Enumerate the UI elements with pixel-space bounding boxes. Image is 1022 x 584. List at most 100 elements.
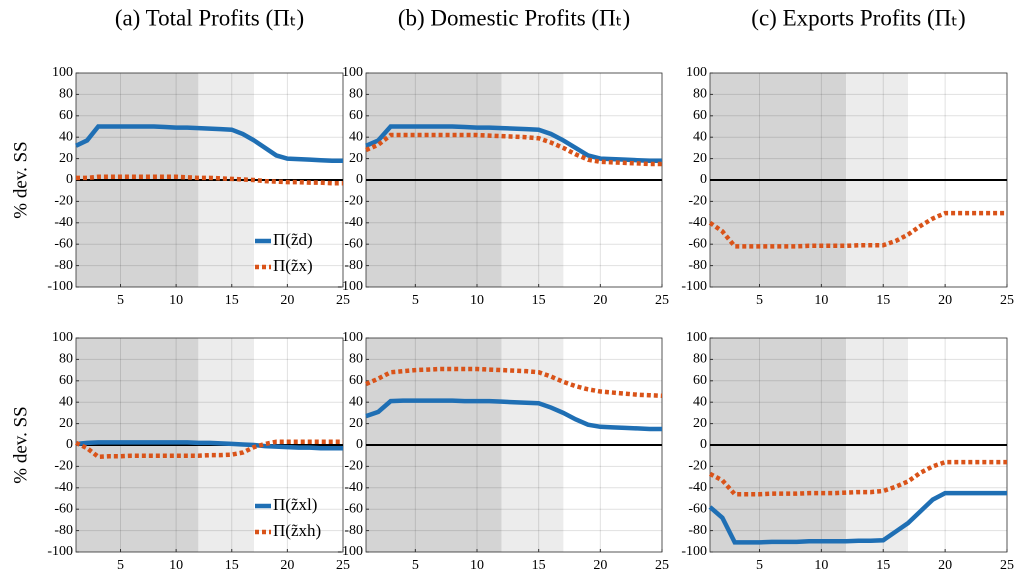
y-tick-label: -20 [688, 459, 707, 474]
y-tick-label: -60 [344, 501, 363, 516]
y-tick-label: -100 [337, 544, 363, 559]
y-tick-label: 40 [59, 394, 73, 409]
line [75, 440, 343, 451]
y-tick-label: -40 [54, 215, 73, 230]
y-tick-label: 40 [59, 129, 73, 144]
x-tick-label: 20 [593, 293, 607, 308]
legend-label: Π(z̃xl) [273, 495, 317, 514]
y-tick-label: 0 [700, 437, 707, 452]
y-tick-label: -60 [54, 236, 73, 251]
y-tick-label: -20 [344, 459, 363, 474]
x-tick-label: 20 [938, 293, 952, 308]
x-tick-label: 10 [169, 558, 183, 573]
y-tick-label: 40 [693, 394, 707, 409]
line [708, 459, 1007, 497]
y-tick-label: -40 [344, 480, 363, 495]
y-axis-label: % dev. SS [10, 406, 31, 483]
y-tick-label: 100 [52, 330, 73, 345]
y-tick-label: 60 [59, 373, 73, 388]
x-tick-label: 10 [470, 558, 484, 573]
y-tick-label: -100 [681, 279, 707, 294]
chart-title: (b) Domestic Profits (Πₜ) [398, 5, 630, 30]
x-tick-label: 5 [756, 293, 763, 308]
y-tick-label: 80 [59, 87, 73, 102]
y-tick-label: 20 [59, 416, 73, 431]
x-tick-label: 25 [655, 293, 669, 308]
y-tick-label: 80 [59, 352, 73, 367]
y-tick-label: 60 [59, 108, 73, 123]
x-tick-label: 20 [938, 558, 952, 573]
y-tick-label: 100 [686, 65, 707, 80]
y-tick-label: -60 [688, 501, 707, 516]
y-tick-label: -20 [54, 194, 73, 209]
y-tick-label: 0 [66, 437, 73, 452]
y-tick-label: 80 [693, 87, 707, 102]
y-tick-label: 80 [349, 87, 363, 102]
x-tick-label: 15 [225, 293, 239, 308]
line [365, 366, 663, 399]
y-tick-label: 80 [349, 352, 363, 367]
x-tick-label: 5 [117, 293, 124, 308]
legend-label: Π(z̃d) [273, 230, 313, 249]
y-tick-label: -60 [344, 236, 363, 251]
x-tick-label: 15 [532, 558, 546, 573]
x-tick-label: 25 [336, 293, 350, 308]
y-tick-label: 40 [349, 129, 363, 144]
x-tick-label: 25 [1000, 558, 1014, 573]
y-tick-label: 0 [356, 437, 363, 452]
y-tick-label: 60 [693, 108, 707, 123]
x-tick-label: 25 [336, 558, 350, 573]
legend-label: Π(z̃xh) [273, 521, 321, 540]
y-tick-label: 0 [66, 172, 73, 187]
x-tick-label: 25 [1000, 293, 1014, 308]
y-tick-label: 40 [693, 129, 707, 144]
x-tick-label: 20 [593, 558, 607, 573]
y-tick-label: -40 [688, 480, 707, 495]
y-tick-label: 60 [349, 108, 363, 123]
y-tick-label: 40 [349, 394, 363, 409]
x-tick-label: 10 [814, 293, 828, 308]
y-tick-label: -40 [344, 215, 363, 230]
y-tick-label: -80 [344, 523, 363, 538]
x-tick-label: 10 [814, 558, 828, 573]
y-tick-label: -40 [54, 480, 73, 495]
x-tick-label: 15 [225, 558, 239, 573]
x-tick-label: 25 [655, 558, 669, 573]
x-tick-label: 15 [876, 293, 890, 308]
y-tick-label: 60 [693, 373, 707, 388]
y-tick-label: 0 [700, 172, 707, 187]
line [365, 398, 662, 432]
y-tick-label: 20 [693, 151, 707, 166]
y-tick-label: -60 [688, 236, 707, 251]
line [365, 124, 662, 163]
y-tick-label: -20 [344, 194, 363, 209]
x-tick-label: 10 [169, 293, 183, 308]
y-tick-label: -60 [54, 501, 73, 516]
y-tick-label: 100 [686, 330, 707, 345]
line [76, 174, 343, 186]
chart-title: (c) Exports Profits (Πₜ) [751, 5, 965, 30]
line [365, 132, 662, 167]
y-tick-label: -80 [688, 258, 707, 273]
y-tick-label: 80 [693, 352, 707, 367]
x-tick-label: 5 [412, 558, 419, 573]
x-tick-label: 20 [280, 293, 294, 308]
y-tick-label: -80 [344, 258, 363, 273]
x-tick-label: 5 [756, 558, 763, 573]
y-tick-label: -100 [337, 279, 363, 294]
y-tick-label: 20 [349, 416, 363, 431]
line [708, 490, 1007, 545]
line [708, 210, 1007, 249]
line [75, 124, 343, 163]
x-tick-label: 5 [117, 558, 124, 573]
y-tick-label: -20 [688, 194, 707, 209]
x-tick-label: 20 [280, 558, 294, 573]
y-tick-label: -80 [688, 523, 707, 538]
y-tick-label: 20 [59, 151, 73, 166]
x-tick-label: 10 [470, 293, 484, 308]
y-tick-label: -80 [54, 523, 73, 538]
y-tick-label: 20 [693, 416, 707, 431]
y-tick-label: 60 [349, 373, 363, 388]
y-tick-label: 20 [349, 151, 363, 166]
